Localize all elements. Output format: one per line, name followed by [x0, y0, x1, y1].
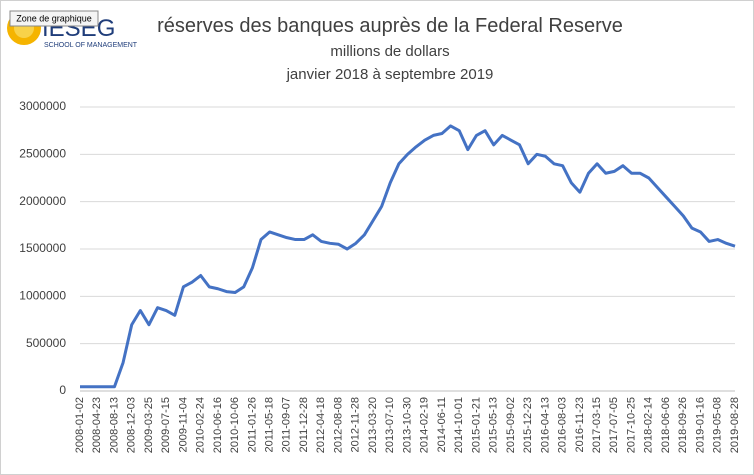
y-tick-label: 2500000 — [19, 147, 66, 161]
x-tick-label: 2013-07-10 — [384, 397, 396, 453]
y-tick-label: 1500000 — [19, 241, 66, 255]
x-tick-label: 2013-10-30 — [401, 397, 413, 453]
x-tick-label: 2011-09-07 — [281, 397, 293, 452]
chart-subtitle: janvier 2018 à septembre 2019 — [286, 66, 494, 83]
x-tick-label: 2011-05-18 — [264, 397, 276, 452]
x-tick-label: 2010-10-06 — [229, 397, 241, 453]
x-tick-label: 2018-09-26 — [677, 397, 689, 453]
tooltip: Zone de graphique — [16, 13, 92, 23]
x-tick-label: 2015-05-13 — [488, 397, 500, 453]
chart-subtitle: millions de dollars — [330, 43, 449, 60]
x-tick-label: 2018-06-06 — [660, 397, 672, 453]
x-tick-label: 2014-02-19 — [419, 397, 431, 453]
y-tick-label: 3000000 — [19, 99, 66, 113]
x-tick-label: 2009-11-04 — [177, 397, 189, 452]
x-tick-label: 2011-12-28 — [298, 397, 310, 452]
x-tick-label: 2017-07-05 — [608, 397, 620, 453]
chart-title: réserves des banques auprès de la Federa… — [157, 15, 623, 37]
x-tick-label: 2019-01-16 — [694, 397, 706, 453]
x-tick-label: 2010-02-24 — [195, 397, 207, 453]
x-tick-label: 2010-06-16 — [212, 397, 224, 453]
x-tick-label: 2015-09-02 — [505, 397, 517, 453]
x-tick-label: 2017-03-15 — [591, 397, 603, 453]
x-tick-label: 2014-10-01 — [453, 397, 465, 453]
x-tick-label: 2011-01-26 — [246, 397, 258, 452]
y-tick-label: 1000000 — [19, 289, 66, 303]
line-series — [80, 124, 736, 389]
x-tick-label: 2008-01-02 — [74, 397, 86, 453]
y-tick-label: 2000000 — [19, 194, 66, 208]
x-tick-label: 2016-11-23 — [574, 397, 586, 452]
x-tick-label: 2016-04-13 — [539, 397, 551, 453]
x-tick-label: 2017-10-25 — [625, 397, 637, 453]
y-tick-label: 500000 — [26, 336, 66, 350]
y-tick-label: 0 — [59, 383, 66, 397]
x-tick-label: 2008-08-13 — [108, 397, 120, 453]
x-tick-label: 2008-12-03 — [126, 397, 138, 453]
x-tick-label: 2012-08-08 — [332, 397, 344, 453]
x-tick-label: 2016-08-03 — [557, 397, 569, 453]
x-tick-label: 2015-01-21 — [470, 397, 482, 453]
tooltip-box — [9, 10, 99, 27]
x-tick-label: 2019-05-08 — [712, 397, 724, 453]
x-tick-label: 2014-06-11 — [436, 397, 448, 452]
x-tick-label: 2009-07-15 — [160, 397, 172, 453]
x-tick-label: 2013-03-20 — [367, 397, 379, 453]
x-tick-label: 2008-04-23 — [91, 397, 103, 453]
x-tick-label: 2012-11-28 — [350, 397, 362, 452]
x-tick-label: 2009-03-25 — [143, 397, 155, 453]
logo-tagline: SCHOOL OF MANAGEMENT — [44, 42, 138, 49]
x-tick-label: 2015-12-23 — [522, 397, 534, 453]
x-tick-label: 2012-04-18 — [315, 397, 327, 453]
x-tick-label: 2018-02-14 — [643, 397, 655, 453]
x-tick-label: 2019-08-28 — [729, 397, 741, 453]
